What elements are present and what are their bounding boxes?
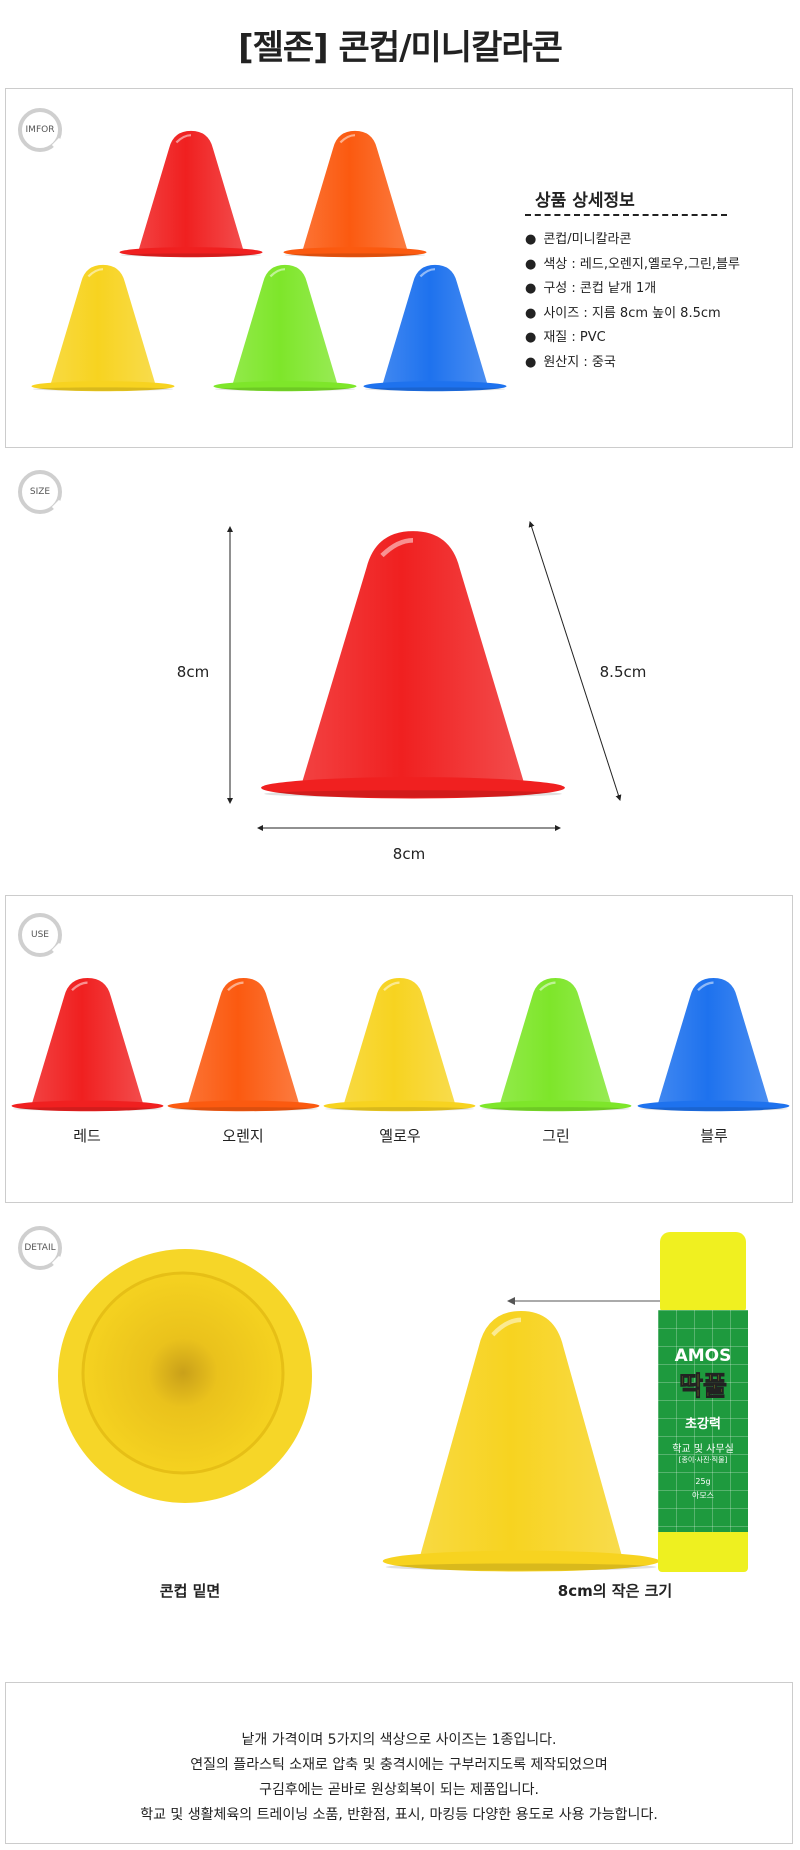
cone-blue (636, 975, 791, 1112)
bottom-view-label: 콘컵 밑면 (159, 1582, 221, 1600)
cone-blue (362, 262, 508, 392)
info-item: 콘컵/미니칼라콘 (525, 228, 740, 253)
glue-materials: [종이·사진·직물] (678, 1456, 728, 1464)
cone-red (10, 975, 165, 1112)
glue-strength: 초강력 (685, 1417, 721, 1432)
cone-yellow-large (380, 1305, 662, 1573)
info-item: 원산지 : 중국 (525, 351, 740, 376)
color-label: 오렌지 (222, 1127, 264, 1145)
color-label: 옐로우 (379, 1127, 421, 1145)
info-item: 사이즈 : 지름 8cm 높이 8.5cm (525, 302, 740, 327)
glue-name: 딱풀 (679, 1372, 728, 1403)
info-section (5, 88, 793, 448)
glue-weight: 25g (695, 1477, 711, 1486)
page-title: [젤존] 콘컵/미니칼라콘 (238, 28, 563, 68)
info-item: 구성 : 콘컵 낱개 1개 (525, 277, 740, 302)
color-label: 그린 (542, 1127, 570, 1145)
description-box: 낱개 가격이며 5가지의 색상으로 사이즈는 1종입니다. 연질의 플라스틱 소… (5, 1682, 793, 1844)
glue-brand: AMOS (674, 1346, 732, 1366)
section-badge-size: SIZE (18, 470, 62, 514)
cone-yellow (322, 975, 477, 1112)
info-item: 재질 : PVC (525, 326, 740, 351)
glue-maker: 아모스 (691, 1491, 715, 1500)
info-heading: 상품 상세정보 (535, 191, 635, 211)
cone-green (478, 975, 633, 1112)
color-label: 블루 (700, 1127, 728, 1145)
arrow-line (507, 1297, 663, 1305)
info-item: 색상 : 레드,오렌지,옐로우,그린,블루 (525, 253, 740, 278)
color-label: 레드 (73, 1127, 101, 1145)
section-badge-use: USE (18, 913, 62, 957)
width-label: 8cm (392, 845, 426, 863)
cone-yellow (30, 262, 176, 392)
glue-use: 학교 및 사무실 (672, 1444, 734, 1455)
description-line: 학교 및 생활체육의 트레이닝 소품, 반환점, 표시, 마킹등 다양한 용도로… (140, 1807, 658, 1823)
info-list: 콘컵/미니칼라콘 색상 : 레드,오렌지,옐로우,그린,블루 구성 : 콘컵 낱… (525, 228, 740, 375)
slant-height-label: 8.5cm (599, 663, 647, 681)
cone-red (118, 128, 264, 258)
divider (525, 214, 727, 216)
cone-bottom-view (58, 1249, 312, 1503)
use-section (5, 895, 793, 1203)
cone-red-large (258, 525, 568, 800)
description-line: 낱개 가격이며 5가지의 색상으로 사이즈는 1종입니다. (241, 1732, 557, 1748)
description-line: 구김후에는 곧바로 원상회복이 되는 제품입니다. (259, 1782, 539, 1798)
cone-orange (166, 975, 321, 1112)
size-caption: 8cm의 작은 크기 (557, 1582, 673, 1600)
height-label: 8cm (176, 663, 210, 681)
section-badge-info: IMFOR (18, 108, 62, 152)
description-line: 연질의 플라스틱 소재로 압축 및 충격시에는 구부러지도록 제작되었으며 (190, 1757, 608, 1773)
section-badge-detail: DETAIL (18, 1226, 62, 1270)
dimension-arrows (227, 521, 622, 831)
glue-stick-image: AMOS 딱풀 초강력 학교 및 사무실 [종이·사진·직물] 25g 아모스 (658, 1232, 748, 1572)
cone-orange (282, 128, 428, 258)
cone-green (212, 262, 358, 392)
